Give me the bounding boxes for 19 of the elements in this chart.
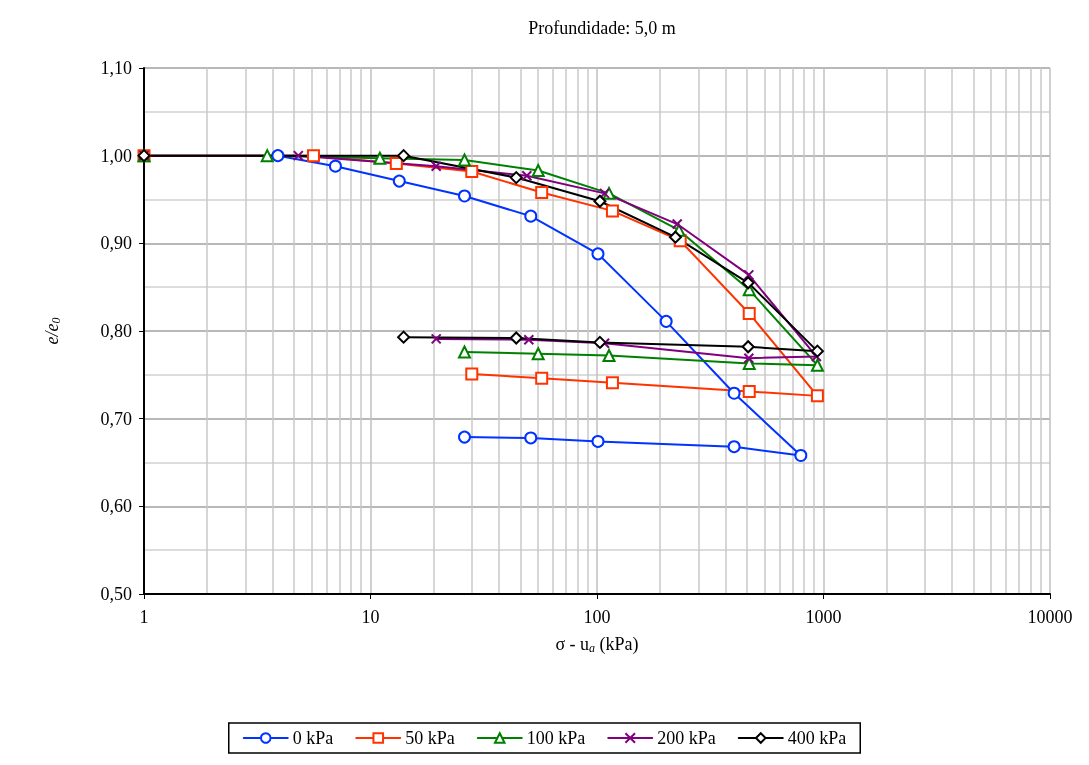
- y-tick-label: 0,60: [100, 496, 132, 517]
- x-tick-label: 100: [583, 607, 611, 627]
- y-tick-label: 0,50: [100, 584, 132, 604]
- legend-label: 0 kPa: [292, 728, 334, 748]
- y-tick-label: 0,70: [100, 408, 132, 429]
- x-tick-label: 10000: [1027, 607, 1073, 627]
- chart-title: Profundidade: 5,0 m: [528, 18, 676, 38]
- legend-label: 50 kPa: [405, 728, 455, 748]
- y-tick-label: 1,00: [100, 145, 132, 166]
- legend-label: 200 kPa: [657, 728, 716, 748]
- y-tick-label: 1,10: [100, 58, 132, 78]
- x-tick-label: 1000: [805, 607, 842, 627]
- y-axis-title: e/e0: [42, 317, 63, 345]
- y-tick-label: 0,80: [100, 321, 132, 341]
- legend-label: 100 kPa: [526, 728, 586, 748]
- x-tick-label: 1: [139, 607, 149, 627]
- y-tick-label: 0,90: [100, 233, 132, 254]
- x-tick-label: 10: [361, 607, 380, 627]
- legend-label: 400 kPa: [787, 728, 847, 748]
